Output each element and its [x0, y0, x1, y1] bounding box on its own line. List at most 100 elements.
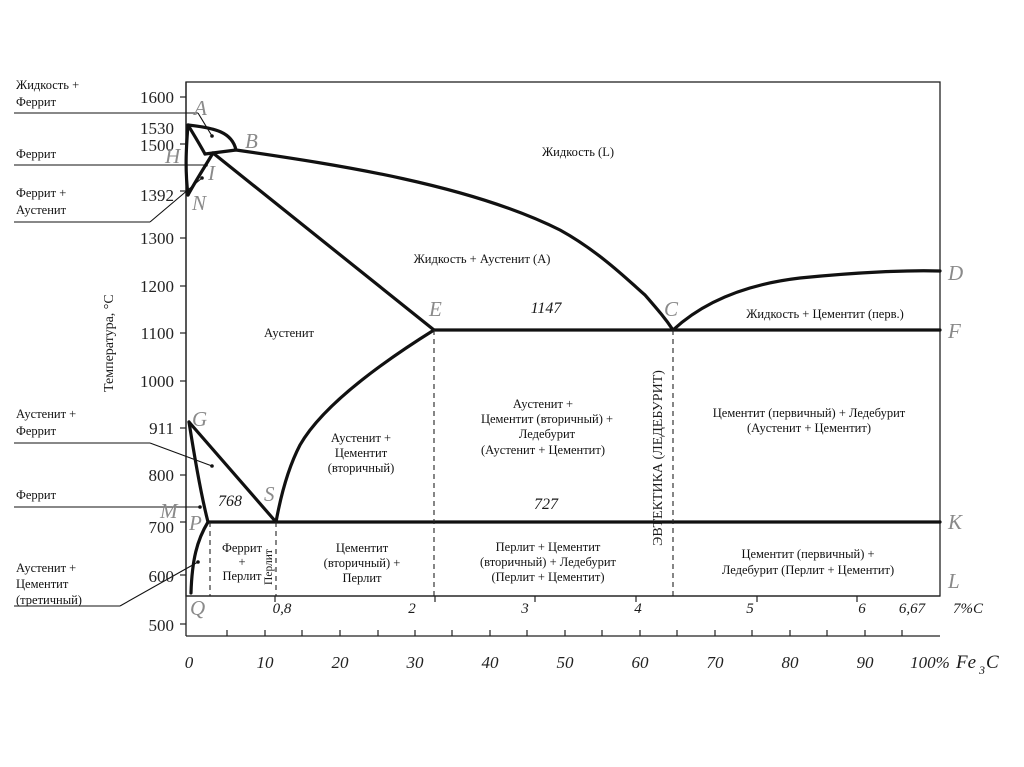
region-ferrite-pearlite: Феррит — [222, 541, 263, 555]
region-austenite: Аустенит — [264, 326, 315, 340]
point-S: S — [264, 482, 275, 506]
y-tick: 1500 — [140, 136, 174, 155]
point-H: H — [164, 144, 182, 168]
side-label: Аустенит + — [16, 561, 76, 575]
line-GS — [187, 420, 278, 524]
c-tick: 2 — [408, 601, 416, 617]
c-tick: 3 — [520, 601, 529, 617]
x-tick: 40 — [482, 653, 500, 672]
y-tick-labels: 1600 1530 1500 1392 1300 1200 1100 1000 … — [140, 88, 174, 635]
carbon-tick-labels: 0,8 2 3 4 5 6 6,67 7%C — [273, 601, 984, 617]
line-ES — [274, 328, 436, 524]
c-tick: 6,67 — [899, 601, 927, 617]
y-tick: 500 — [149, 616, 175, 635]
region-aust-cem-sec: Аустенит + — [331, 431, 391, 445]
point-I: I — [207, 161, 216, 185]
x-tick-labels: 0 10 20 30 40 50 60 70 80 90 100% — [185, 653, 950, 672]
y-tick: 1000 — [140, 372, 174, 391]
region-liquid: Жидкость (L) — [542, 145, 614, 159]
region-aust-cem-led: Аустенит + — [513, 397, 573, 411]
region-cem-prim-led-low: Цементит (первичный) + — [741, 547, 874, 561]
region-cem-sec-pearl: (вторичный) + — [324, 556, 401, 570]
x-ticks — [226, 596, 903, 636]
point-N: N — [191, 191, 207, 215]
fe3c-unit: Fe 3 C — [955, 652, 999, 677]
point-D: D — [947, 261, 963, 285]
x-tick: 0 — [185, 653, 194, 672]
point-L: L — [947, 569, 960, 593]
eutectic-vertical-label: ЭВТЕКТИКА (ЛЕДЕБУРИТ) — [651, 370, 666, 546]
x-tick: 90 — [857, 653, 875, 672]
x-tick: 20 — [332, 653, 350, 672]
fe3c-unit-sub: 3 — [978, 663, 985, 677]
y-tick: 1530 — [140, 119, 174, 138]
side-label: Феррит — [16, 424, 57, 438]
line-BC — [234, 148, 675, 332]
temp-768: 768 — [218, 493, 242, 510]
side-labels: Жидкость + Феррит Феррит Феррит + Аустен… — [16, 78, 82, 607]
region-pearlite-vertical: Перлит — [263, 549, 275, 585]
point-A: A — [192, 96, 207, 120]
y-tick: 600 — [149, 567, 175, 586]
line-HB — [203, 148, 238, 156]
region-liquid-cementite: Жидкость + Цементит (перв.) — [746, 307, 904, 321]
region-cem-prim-led: (Аустенит + Цементит) — [747, 421, 871, 435]
c-unit: 7%C — [953, 601, 984, 617]
region-pearl-cem-led: Перлит + Цементит — [496, 540, 601, 554]
point-C: C — [664, 297, 679, 321]
side-label: Феррит — [16, 147, 57, 161]
point-F: F — [947, 319, 961, 343]
region-cem-sec-pearl: Цементит — [336, 541, 389, 555]
y-tick: 911 — [149, 419, 174, 438]
side-label: Аустенит + — [16, 407, 76, 421]
x-tick: 60 — [632, 653, 650, 672]
region-cem-prim-led-low: Ледебурит (Перлит + Цементит) — [722, 563, 894, 577]
point-Q: Q — [190, 596, 205, 620]
region-aust-cem-sec: (вторичный) — [328, 461, 394, 475]
side-label: Аустенит — [16, 203, 67, 217]
c-tick: 0,8 — [273, 601, 292, 617]
point-B: B — [245, 129, 258, 153]
line-AH — [186, 123, 207, 156]
region-ferrite-pearlite: Перлит — [222, 569, 262, 583]
y-tick: 1100 — [141, 324, 174, 343]
point-P: P — [188, 511, 202, 535]
y-tick: 1200 — [140, 277, 174, 296]
side-label: Феррит + — [16, 186, 66, 200]
side-label: Жидкость + — [16, 78, 79, 92]
fe3c-unit-tail: C — [986, 652, 999, 673]
point-letters: A B H I N E C D F G S M P K Q L — [159, 96, 963, 620]
c-tick: 5 — [746, 601, 754, 617]
x-tick: 80 — [782, 653, 800, 672]
point-M: M — [159, 499, 179, 523]
leader-lines — [14, 112, 213, 607]
side-label: Феррит — [16, 95, 57, 109]
region-pearl-cem-led: (вторичный) + Ледебурит — [480, 555, 617, 569]
y-ticks — [180, 96, 186, 625]
y-tick: 700 — [149, 518, 175, 537]
leader-dots — [196, 134, 214, 564]
x-tick: 30 — [406, 653, 425, 672]
region-aust-cem-led: Ледебурит — [519, 427, 576, 441]
line-AN — [184, 123, 190, 197]
line-GP — [187, 420, 210, 524]
line-PQ — [189, 520, 210, 595]
x-tick: 100% — [910, 653, 950, 672]
region-ferrite-pearlite: + — [238, 555, 245, 569]
region-pearl-cem-led: (Перлит + Цементит) — [491, 570, 604, 584]
line-AB — [186, 123, 238, 152]
y-tick: 800 — [149, 466, 175, 485]
line-CD — [671, 269, 942, 332]
region-labels: Жидкость (L) Жидкость + Аустенит (А) Жид… — [222, 145, 906, 585]
y-axis-title: Температура, °С — [102, 294, 117, 392]
phase-lines — [184, 123, 942, 595]
point-E: E — [428, 297, 442, 321]
y-tick: 1600 — [140, 88, 174, 107]
x-tick: 50 — [557, 653, 575, 672]
y-tick: 1392 — [140, 186, 174, 205]
dashed-lines — [209, 330, 674, 596]
side-label: Феррит — [16, 488, 57, 502]
isotherm-labels: 1147 727 768 — [218, 300, 562, 513]
fe3c-unit-main: Fe — [955, 652, 976, 673]
